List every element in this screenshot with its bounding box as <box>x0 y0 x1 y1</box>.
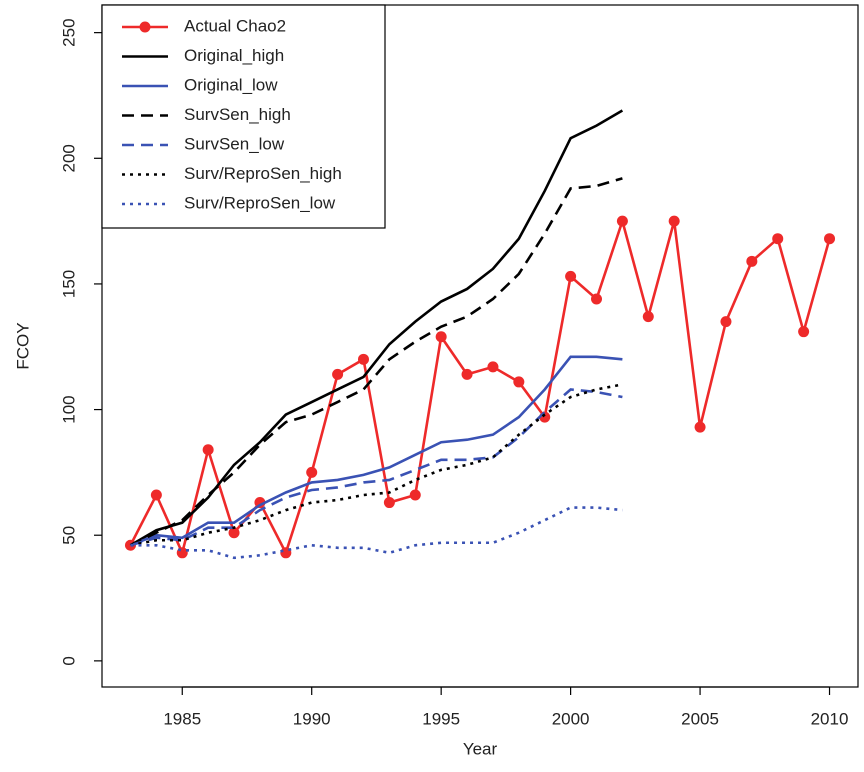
data-point <box>668 215 680 227</box>
legend-label: Original_low <box>184 75 278 94</box>
legend-label: Surv/ReproSen_high <box>184 164 342 183</box>
x-tick-label: 2005 <box>681 709 719 728</box>
series-line <box>130 355 623 547</box>
data-point <box>461 368 473 380</box>
series-line <box>130 388 623 547</box>
legend: Actual Chao2 Original_high Original_low Sur… <box>101 4 386 229</box>
data-point <box>824 233 836 245</box>
y-tick-label: 50 <box>59 526 78 545</box>
data-point <box>772 233 784 245</box>
y-tick-label: 250 <box>59 18 78 46</box>
data-point <box>357 353 369 365</box>
data-point <box>332 368 344 380</box>
data-point <box>383 497 395 509</box>
data-point <box>306 466 318 478</box>
legend-marker <box>139 21 151 33</box>
x-tick-label: 1985 <box>163 709 201 728</box>
y-tick-label: 150 <box>59 270 78 298</box>
legend-label: Original_high <box>184 46 284 65</box>
data-point <box>254 497 266 509</box>
data-point <box>591 293 603 305</box>
y-tick-label: 200 <box>59 144 78 172</box>
data-point <box>487 361 499 373</box>
data-point <box>150 489 162 501</box>
data-point <box>513 376 525 388</box>
data-point <box>228 527 240 539</box>
y-tick-label: 100 <box>59 395 78 423</box>
legend-label: SurvSen_low <box>184 134 285 153</box>
x-axis-label: Year <box>463 739 498 758</box>
data-point <box>565 270 577 282</box>
y-axis-label: FCOY <box>13 322 32 369</box>
data-point <box>202 444 214 456</box>
x-tick-label: 1995 <box>422 709 460 728</box>
data-point <box>798 326 810 338</box>
legend-label: SurvSen_high <box>184 105 291 124</box>
series-line <box>130 506 623 560</box>
data-point <box>694 421 706 433</box>
data-point <box>616 215 628 227</box>
x-tick-label: 2010 <box>811 709 849 728</box>
data-point <box>435 331 447 343</box>
data-point <box>409 489 421 501</box>
data-point <box>642 311 654 323</box>
y-tick-label: 0 <box>59 656 78 665</box>
x-tick-label: 2000 <box>552 709 590 728</box>
data-point <box>720 316 732 328</box>
data-point <box>746 255 758 267</box>
series-line <box>129 216 831 557</box>
legend-label: Surv/ReproSen_low <box>184 193 336 212</box>
series-line <box>129 177 623 547</box>
legend-label: Actual Chao2 <box>184 16 286 35</box>
x-tick-label: 1990 <box>293 709 331 728</box>
